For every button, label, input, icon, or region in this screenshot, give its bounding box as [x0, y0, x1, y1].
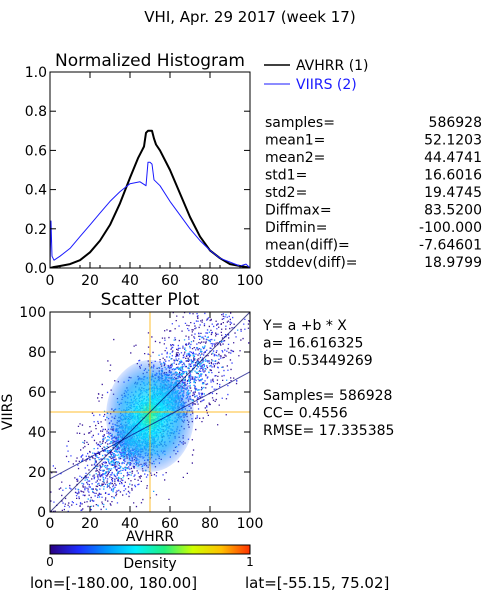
legend-label-avhrr: AVHRR (1): [296, 58, 369, 74]
scatter-frame: [49, 311, 251, 513]
histogram-xtick-label: 80: [201, 273, 219, 289]
regression-line: RMSE= 17.335385: [263, 423, 394, 439]
colorbar: 0 Density 1: [46, 544, 254, 572]
colorbar-max-label: 1: [246, 555, 254, 569]
scatter-xtick-label: 100: [237, 516, 264, 532]
scatter-ylabel: VIIRS: [0, 394, 16, 431]
scatter-ytick-label: 40: [28, 425, 46, 441]
histogram-series-avhrr: [50, 129, 250, 268]
legend-label-viirs: VIIRS (2): [296, 77, 357, 93]
regression-line: b= 0.53449269: [263, 353, 373, 369]
stats-value: -7.64601: [419, 238, 482, 254]
stats-value: 18.9799: [424, 255, 482, 271]
page-title: VHI, Apr. 29 2017 (week 17): [144, 8, 355, 26]
scatter-xtick-label: 20: [81, 516, 99, 532]
scatter-xtick-label: 40: [121, 516, 139, 532]
stats-label: Diffmax=: [265, 203, 332, 219]
histogram-ytick-label: 0.6: [25, 143, 47, 159]
histogram-ytick-label: 0.2: [25, 222, 47, 238]
histogram-legend: AVHRR (1) VIIRS (2): [264, 58, 369, 93]
scatter-fit-line: [50, 371, 250, 480]
histogram-xtick-label: 20: [81, 273, 99, 289]
scatter-xtick-label: 80: [201, 516, 219, 532]
stats-value: 586928: [429, 115, 482, 131]
histogram-ytick-label: 0.0: [25, 261, 47, 277]
scatter-title: Scatter Plot: [101, 290, 200, 310]
histogram-xtick-label: 60: [161, 273, 179, 289]
stats-label: stddev(diff)=: [265, 255, 358, 271]
stats-panel: samples= 586928 mean1= 52.1203 mean2= 44.4741…: [265, 115, 482, 271]
lat-range: lat=[-55.15, 75.02]: [245, 574, 389, 592]
stats-value: 52.1203: [424, 133, 482, 149]
stats-value: 83.5200: [424, 203, 482, 219]
scatter-xtick-label: 0: [46, 516, 55, 532]
scatter-ytick-label: 20: [28, 465, 46, 481]
histogram-title: Normalized Histogram: [55, 51, 245, 71]
histogram-ytick-label: 0.4: [25, 183, 47, 199]
stats-label: mean(diff)=: [265, 238, 350, 254]
stats-label: Diffmin=: [265, 220, 327, 236]
histogram-xtick-label: 0: [46, 273, 55, 289]
colorbar-min-label: 0: [46, 555, 54, 569]
stats-label: mean2=: [265, 150, 325, 166]
histogram-frame: [49, 71, 251, 269]
scatter-ytick-label: 100: [19, 305, 46, 321]
scatter-xtick-label: 60: [161, 516, 179, 532]
stats-label: std2=: [265, 185, 307, 201]
scatter-xlabel: AVHRR: [126, 529, 175, 545]
stats-label: mean1=: [265, 133, 325, 149]
colorbar-gradient: [49, 544, 251, 555]
scatter-diagonal: [50, 312, 250, 512]
scatter-ytick-label: 60: [28, 385, 46, 401]
stats-label: samples=: [265, 115, 335, 131]
stats-value: 44.4741: [424, 150, 482, 166]
stats-value: -100.000: [419, 220, 482, 236]
histogram-ytick-label: 0.8: [25, 104, 47, 120]
stats-value: 19.4745: [424, 185, 482, 201]
regression-line: Samples= 586928: [263, 388, 392, 404]
stats-value: 16.6016: [424, 168, 482, 184]
stats-label: std1=: [265, 168, 307, 184]
histogram-series-viirs: [50, 161, 250, 268]
scatter-ytick-label: 0: [37, 505, 46, 521]
scatter-ytick-label: 80: [28, 345, 46, 361]
regression-line: CC= 0.4556: [263, 406, 348, 422]
histogram-xtick-label: 100: [237, 273, 264, 289]
regression-line: Y= a +b * X: [262, 318, 347, 334]
scatter-chart: Scatter Plot 0 20 40 60 80 100 0 20 40 60 80 100 AV…: [0, 290, 263, 545]
histogram-xtick-label: 40: [121, 273, 139, 289]
colorbar-label: Density: [123, 556, 176, 572]
regression-line: a= 16.616325: [263, 336, 363, 352]
histogram-ytick-label: 1.0: [25, 65, 47, 81]
lon-range: lon=[-180.00, 180.00]: [30, 574, 197, 592]
histogram-chart: Normalized Histogram 0 20 40 60 80 100 0.0 0.2 0…: [25, 51, 264, 289]
